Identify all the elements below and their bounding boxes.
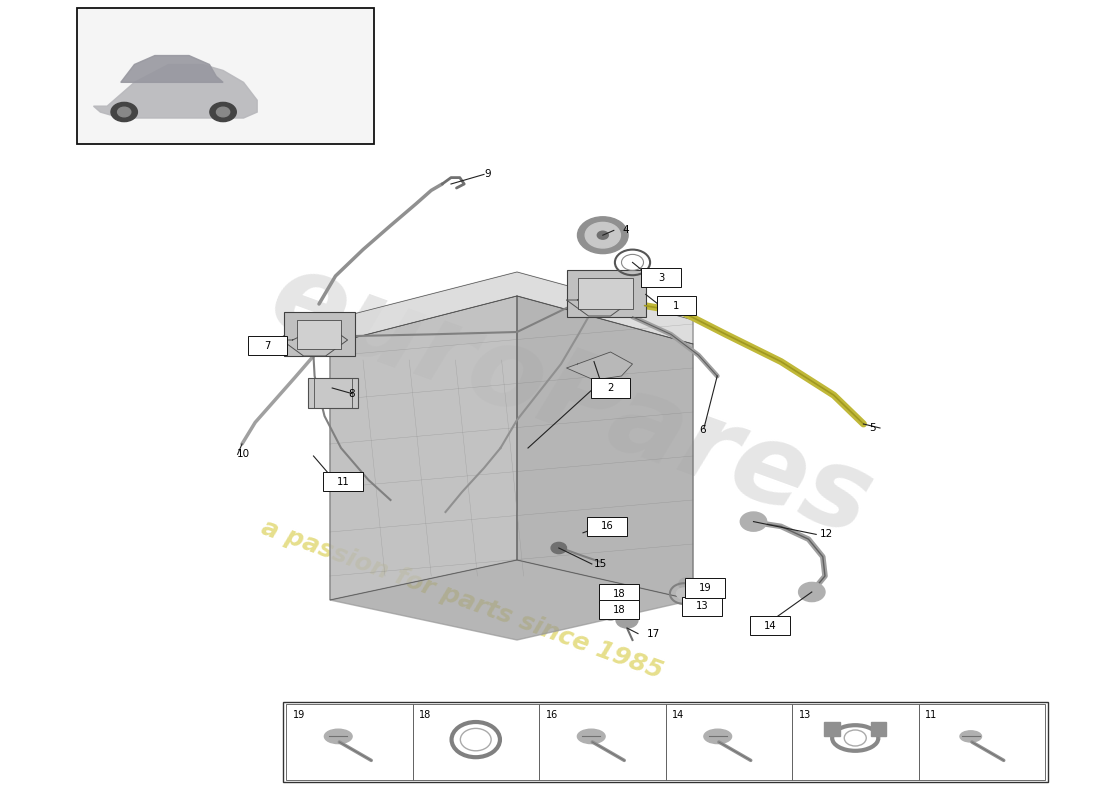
Bar <box>600 584 639 603</box>
Text: a passion for parts since 1985: a passion for parts since 1985 <box>257 516 667 684</box>
Circle shape <box>210 102 236 122</box>
Text: 5: 5 <box>869 423 876 433</box>
Circle shape <box>603 609 618 620</box>
Circle shape <box>679 578 696 590</box>
Bar <box>871 722 887 736</box>
Ellipse shape <box>578 730 605 744</box>
Bar <box>666 704 792 780</box>
Text: 18: 18 <box>613 605 626 614</box>
Bar <box>77 8 374 144</box>
Ellipse shape <box>704 730 732 744</box>
Circle shape <box>111 102 138 122</box>
Text: 11: 11 <box>337 477 350 486</box>
Bar <box>587 517 627 536</box>
Polygon shape <box>330 560 693 640</box>
Bar <box>657 296 696 315</box>
Text: 10: 10 <box>236 450 250 459</box>
Text: 1: 1 <box>673 301 680 310</box>
Circle shape <box>551 542 566 554</box>
Polygon shape <box>330 272 693 344</box>
Text: euroPares: euroPares <box>257 242 887 558</box>
Circle shape <box>616 612 638 628</box>
Bar <box>297 320 341 349</box>
Ellipse shape <box>960 731 981 742</box>
Polygon shape <box>566 352 632 380</box>
Text: 7: 7 <box>264 341 271 350</box>
Text: 19: 19 <box>293 710 305 720</box>
Bar <box>286 704 412 780</box>
Circle shape <box>597 231 608 239</box>
Bar <box>750 616 790 635</box>
Text: 14: 14 <box>672 710 684 720</box>
Text: 2: 2 <box>607 383 614 393</box>
Polygon shape <box>517 296 693 600</box>
Circle shape <box>118 107 131 117</box>
Text: 3: 3 <box>658 273 664 282</box>
Bar <box>308 378 358 408</box>
Bar <box>323 472 363 491</box>
Bar <box>283 702 1048 782</box>
Text: 19: 19 <box>698 583 712 593</box>
Circle shape <box>585 222 620 248</box>
Text: 13: 13 <box>695 602 708 611</box>
Circle shape <box>676 588 692 599</box>
Circle shape <box>799 582 825 602</box>
Ellipse shape <box>324 730 352 744</box>
Polygon shape <box>94 65 257 118</box>
Text: 13: 13 <box>799 710 811 720</box>
Circle shape <box>217 107 230 117</box>
Text: 16: 16 <box>601 522 614 531</box>
Text: 12: 12 <box>820 530 833 539</box>
Text: 18: 18 <box>613 589 626 598</box>
Bar <box>539 704 666 780</box>
Polygon shape <box>282 324 348 356</box>
Circle shape <box>578 217 628 254</box>
Bar <box>825 722 840 736</box>
Text: 16: 16 <box>546 710 558 720</box>
Bar <box>600 600 639 619</box>
Bar <box>284 312 355 356</box>
Bar <box>918 704 1045 780</box>
Text: 18: 18 <box>419 710 431 720</box>
Circle shape <box>601 591 620 606</box>
Bar <box>591 378 630 398</box>
Bar <box>412 704 539 780</box>
Polygon shape <box>566 284 632 316</box>
Text: 9: 9 <box>484 170 491 179</box>
Text: 6: 6 <box>700 426 706 435</box>
Text: 17: 17 <box>647 629 660 638</box>
Polygon shape <box>330 296 517 600</box>
Bar <box>566 270 646 317</box>
Text: 4: 4 <box>623 226 629 235</box>
Bar <box>685 578 725 598</box>
Text: 15: 15 <box>594 559 607 569</box>
Text: 8: 8 <box>349 389 355 398</box>
Bar <box>641 268 681 287</box>
Bar <box>578 278 632 309</box>
Bar <box>792 704 918 780</box>
Circle shape <box>740 512 767 531</box>
Bar <box>682 597 722 616</box>
Bar <box>248 336 287 355</box>
Text: 11: 11 <box>925 710 937 720</box>
Text: 14: 14 <box>763 621 777 630</box>
Polygon shape <box>121 55 223 82</box>
